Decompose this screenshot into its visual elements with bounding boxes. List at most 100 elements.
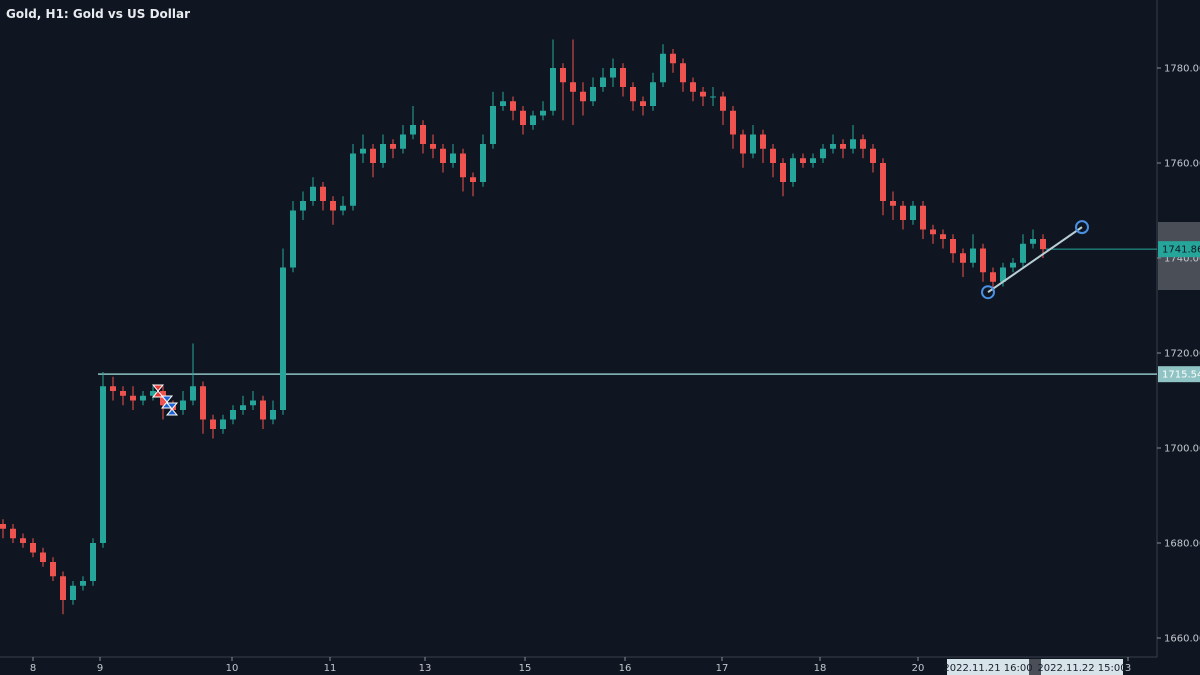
candle-body: [330, 201, 336, 211]
y-tick-label: 1780.00: [1164, 64, 1200, 75]
candle-body: [670, 53, 676, 64]
candle-body: [830, 144, 836, 149]
trendline-start-handle[interactable]: [981, 285, 995, 300]
candle-body: [310, 186, 316, 201]
candle-body: [520, 110, 526, 125]
candle-body: [40, 552, 46, 562]
candle-body: [340, 205, 346, 211]
candle-body: [690, 82, 696, 92]
candle-body: [880, 163, 886, 201]
candle-body: [390, 144, 396, 149]
candle-body: [510, 101, 516, 111]
candle-body: [870, 148, 876, 163]
candle-body: [700, 91, 706, 97]
trendline-end-time-label: 2022.11.22 15:00: [1037, 663, 1126, 674]
candle-body: [190, 386, 196, 401]
candle-body: [0, 524, 6, 529]
candle-body: [800, 158, 806, 163]
candle-body: [10, 528, 16, 539]
x-tick-label: 17: [716, 663, 729, 674]
candle-body: [940, 234, 946, 239]
x-tick-label: 9: [97, 663, 103, 674]
candle-body: [1030, 239, 1036, 244]
candle-body: [70, 585, 76, 600]
candle-body: [210, 419, 216, 429]
candle-body: [440, 148, 446, 163]
candle-body: [450, 153, 456, 163]
candle-body: [720, 96, 726, 111]
candle-body: [370, 148, 376, 163]
candle-body: [480, 144, 486, 182]
y-tick-label: 1760.00: [1164, 159, 1200, 170]
horizontal-line-price-label-bg: [1158, 366, 1200, 383]
x-tick-label: 18: [814, 663, 827, 674]
candle-body: [610, 68, 616, 78]
candle-body: [930, 229, 936, 235]
candle-body: [820, 148, 826, 159]
trendline-end-time-label-bg: [1041, 659, 1123, 675]
candle-body: [1000, 267, 1006, 282]
candle-body: [430, 144, 436, 149]
candle-body: [100, 386, 106, 543]
candle-body: [300, 201, 306, 211]
candle-body: [960, 253, 966, 263]
candle-body: [790, 158, 796, 182]
trendline-start-time-label-bg: [947, 659, 1029, 675]
candle-body: [810, 158, 816, 163]
candle-body: [1040, 239, 1046, 250]
y-tick-label: 1680.00: [1164, 539, 1200, 550]
candle-body: [200, 386, 206, 420]
candle-body: [250, 400, 256, 406]
candle-body: [180, 400, 186, 410]
candle-body: [910, 205, 916, 220]
candle-body: [30, 543, 36, 553]
candle-body: [630, 87, 636, 102]
candle-body: [980, 248, 986, 273]
candle-body: [280, 267, 286, 410]
candle-body: [470, 177, 476, 182]
candle-body: [760, 134, 766, 149]
candle-body: [540, 110, 546, 116]
candle-body: [240, 405, 246, 410]
candle-body: [860, 139, 866, 149]
candle-body: [1010, 262, 1016, 268]
candle-body: [60, 576, 66, 600]
candle-body: [420, 125, 426, 144]
x-tick-label: 13: [419, 663, 432, 674]
candle-body: [500, 101, 506, 106]
candle-body: [260, 400, 266, 420]
trendline-end-handle[interactable]: [1075, 220, 1089, 235]
candle-body: [130, 395, 136, 401]
x-tick-label: 16: [619, 663, 632, 674]
x-tick-label: 8: [30, 663, 36, 674]
candle-body: [140, 395, 146, 401]
candle-body: [550, 68, 556, 111]
x-tick-label: 20: [912, 663, 925, 674]
y-tick-label: 1700.00: [1164, 444, 1200, 455]
candle-body: [580, 91, 586, 102]
y-tick-label: 1740.00: [1164, 254, 1200, 265]
candle-body: [900, 205, 906, 220]
candle-body: [680, 63, 686, 83]
candle-body: [840, 144, 846, 149]
candle-body: [460, 153, 466, 178]
candle-body: [770, 148, 776, 163]
candle-body: [560, 68, 566, 83]
candle-body: [530, 115, 536, 125]
candle-body: [230, 410, 236, 420]
candle-body: [490, 106, 496, 144]
sell-marker-icon[interactable]: [151, 384, 165, 398]
candle-body: [890, 201, 896, 206]
candle-body: [150, 391, 156, 396]
buy-marker-icon[interactable]: [165, 402, 179, 416]
candle-body: [590, 87, 596, 102]
candle-body: [600, 77, 606, 87]
trendline[interactable]: [987, 226, 1083, 294]
candle-body: [970, 248, 976, 263]
candle-body: [570, 82, 576, 92]
candle-body: [380, 144, 386, 163]
horizontal-line-price-label: 1715.54: [1162, 370, 1200, 381]
candle-body: [50, 562, 56, 577]
candle-body: [90, 543, 96, 581]
